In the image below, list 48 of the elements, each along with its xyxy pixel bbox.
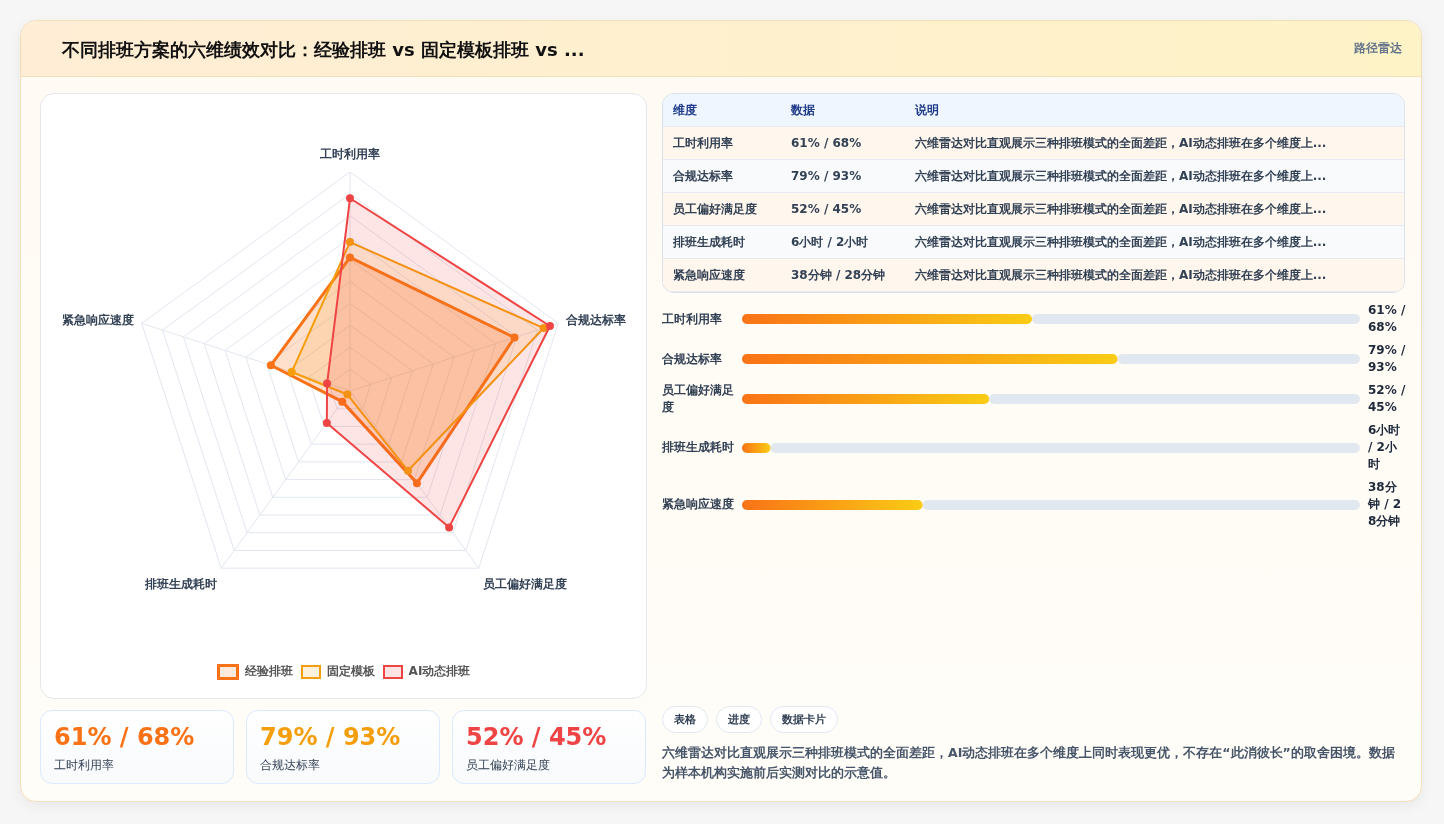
text: 52% / 45% [781,193,905,226]
spoke-label: 员工偏好满足度 [483,577,568,592]
text: 数据 [781,94,905,127]
text: 数据卡片 [770,706,838,733]
category-label: 合规达标率 [662,351,722,366]
chart-title: 不同排班方案的六维绩效对比：经验排班 vs 固定模板排班 vs ... [62,38,585,62]
text: 员工偏好满足度 [466,757,550,774]
text: 工时利用率 [54,757,114,774]
text: 79% / 93% [260,723,401,751]
data-label: 6小时 / 2小时 [1368,422,1402,473]
text: 路径雷达 [1354,40,1402,57]
text: 六维雷达对比直观展示三种排班模式的全面差距，AI动态排班在多个维度上... [905,259,1404,292]
text: 员工偏好满足度 [663,193,781,226]
text: 六维雷达对比直观展示三种排班模式的全面差距，AI动态排班在多个维度上... [905,193,1404,226]
text: 表格 [662,706,708,733]
text: 52% / 45% [466,723,607,751]
legend-label: AI动态排班 [408,664,471,678]
data-label: 52% / 45% [1368,382,1406,416]
category-label: 紧急响应速度 [662,497,734,511]
text: 工时利用率 [663,127,781,160]
category-label: 员工偏好满足度 [662,383,734,414]
spoke-label: 紧急响应速度 [62,313,135,328]
text: 说明 [905,94,1404,127]
text: 61% / 68% [54,723,195,751]
category-label: 排班生成耗时 [662,440,734,454]
text: 维度 [663,94,781,127]
category-label: 工时利用率 [662,311,722,326]
text: 六维雷达对比直观展示三种排班模式的全面差距，AI动态排班在多个维度上... [905,226,1404,259]
text: 6小时 / 2小时 [781,226,905,259]
spoke-label: 合规达标率 [564,313,626,328]
text: 38分钟 / 28分钟 [781,259,905,292]
text: 排班生成耗时 [663,226,781,259]
data-label: 38分钟 / 28分钟 [1368,479,1403,530]
data-label: 61% / 68% [1368,302,1406,336]
text: 紧急响应速度 [663,259,781,292]
legend-label: 固定模板 [326,664,375,678]
spoke-label: 工时利用率 [319,147,380,161]
text: 合规达标率 [260,757,320,774]
text: 六维雷达对比直观展示三种排班模式的全面差距，AI动态排班在多个维度上同时表现更优，不存在“此消彼长”的取舍困境。数据为样本机构实施前后实测对比的示意值。 [662,744,1396,782]
text: 61% / 68% [781,127,905,160]
spoke-label: 排班生成耗时 [143,577,217,592]
text: 合规达标率 [663,160,781,193]
text: 进度 [716,706,762,733]
text: 六维雷达对比直观展示三种排班模式的全面差距，AI动态排班在多个维度上... [905,160,1404,193]
text: 六维雷达对比直观展示三种排班模式的全面差距，AI动态排班在多个维度上... [905,127,1404,160]
data-label: 79% / 93% [1368,342,1406,376]
text: 79% / 93% [781,160,905,193]
legend-label: 经验排班 [244,664,293,678]
